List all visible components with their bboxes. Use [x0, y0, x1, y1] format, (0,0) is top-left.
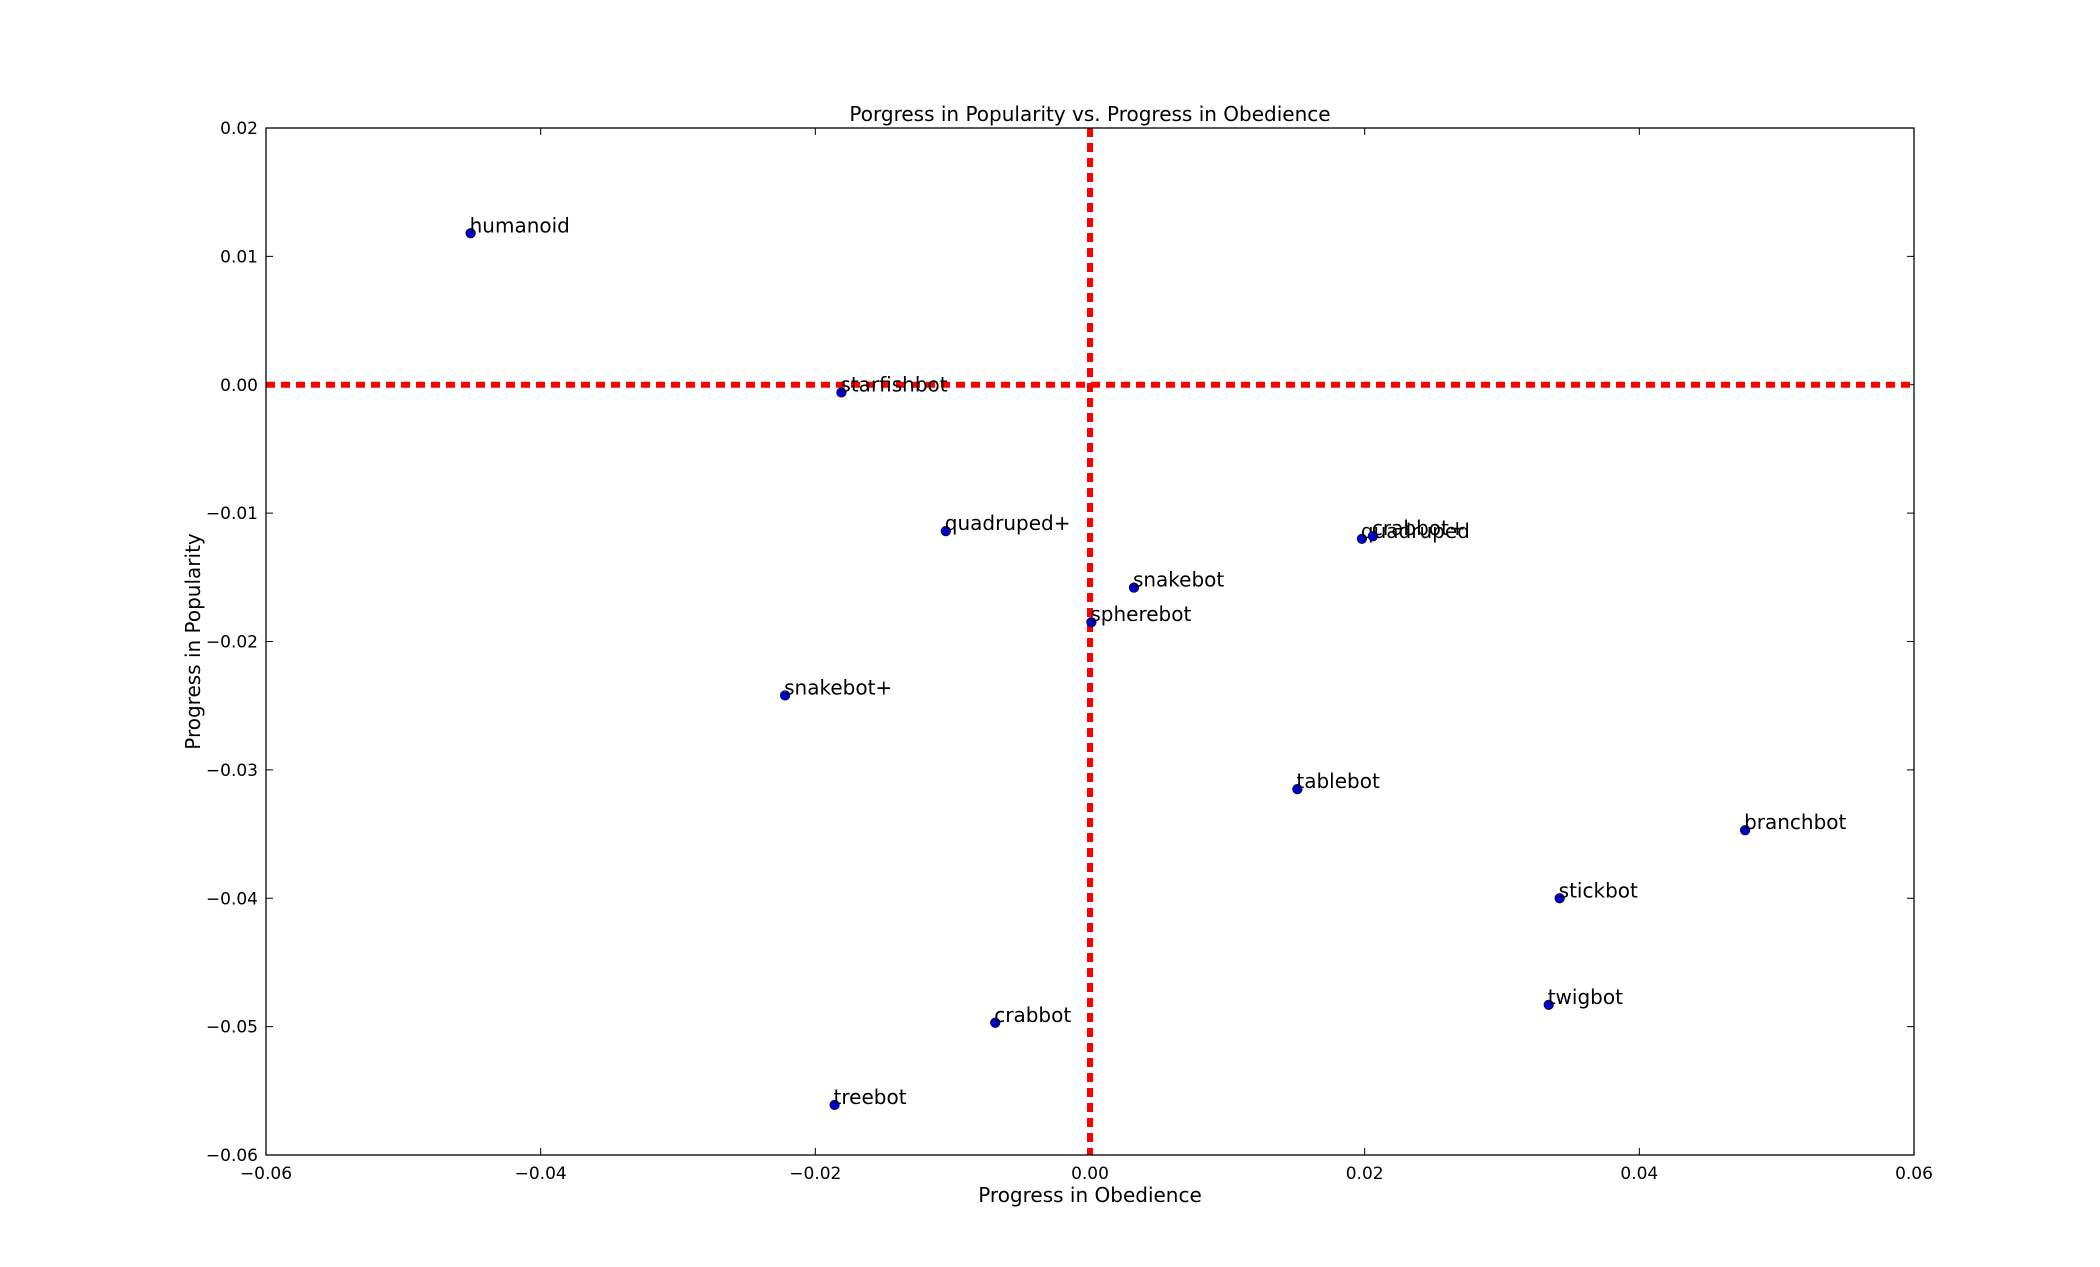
point-label-tablebot: tablebot [1296, 769, 1380, 793]
point-label-quadruped-plus: quadruped+ [945, 511, 1071, 535]
y-tick-label: −0.04 [206, 889, 258, 909]
y-tick-label: −0.03 [206, 761, 258, 781]
point-label-spherebot: spherebot [1090, 602, 1191, 626]
data-point-crabbot [990, 1017, 1001, 1028]
point-label-humanoid: humanoid [470, 213, 570, 237]
data-point-starfishbot [836, 387, 847, 398]
point-label-stickbot: stickbot [1559, 878, 1638, 902]
reference-lines [266, 128, 1914, 1155]
x-tick-label: 0.00 [1071, 1164, 1109, 1184]
points-layer: humanoid starfishbot quadruped+ snakebot+ cr… [465, 213, 1847, 1111]
y-tick-label: −0.05 [206, 1018, 258, 1038]
x-tick-label: 0.04 [1620, 1164, 1658, 1184]
data-point-humanoid [465, 228, 476, 239]
y-tick-label: 0.00 [220, 376, 258, 396]
y-tick-label: −0.02 [206, 633, 258, 653]
point-label-quadruped: quadruped [1361, 519, 1470, 543]
data-point-tablebot [1292, 784, 1303, 795]
x-tick-label: −0.04 [515, 1164, 567, 1184]
y-axis-label: Progress in Popularity [181, 533, 205, 750]
point-label-crabbot: crabbot [994, 1003, 1071, 1027]
point-label-crabbot-plus: crabbot+ [1372, 516, 1466, 540]
y-tick-label: 0.02 [220, 119, 258, 139]
point-label-treebot: treebot [834, 1085, 907, 1109]
point-label-snakebot: snakebot [1133, 568, 1224, 592]
data-point-twigbot [1543, 999, 1554, 1010]
point-label-starfishbot: starfishbot [840, 372, 947, 396]
data-point-quadruped-plus [940, 525, 951, 537]
data-point-quadruped [1356, 533, 1368, 544]
x-tick-label: 0.02 [1346, 1164, 1384, 1184]
x-tick-label: −0.02 [789, 1164, 841, 1184]
ticks-layer: −0.06 −0.04 −0.02 0.00 0.02 0.04 0.06 0.02 0.01 0… [206, 119, 1933, 1184]
y-tick-label: 0.01 [220, 247, 258, 267]
y-tick-label: −0.06 [206, 1146, 258, 1166]
chart-title: Porgress in Popularity vs. Progress in O… [849, 102, 1330, 126]
y-tick-label: −0.01 [206, 504, 258, 524]
point-label-twigbot: twigbot [1548, 985, 1623, 1009]
data-point-treebot [829, 1099, 840, 1111]
point-label-snakebot-plus: snakebot+ [784, 675, 892, 699]
data-point-snakebot-plus [780, 690, 791, 701]
x-tick-label: 0.06 [1895, 1164, 1933, 1184]
x-axis-label: Progress in Obedience [978, 1183, 1202, 1207]
data-point-crabbot-plus [1367, 531, 1379, 542]
plot-frame [265, 127, 1915, 1156]
x-tick-label: −0.06 [240, 1164, 292, 1184]
data-point-spherebot [1086, 617, 1097, 628]
data-point-stickbot [1554, 893, 1565, 904]
data-point-snakebot [1128, 582, 1140, 593]
point-label-branchbot: branchbot [1744, 810, 1846, 834]
data-point-branchbot [1739, 825, 1751, 836]
